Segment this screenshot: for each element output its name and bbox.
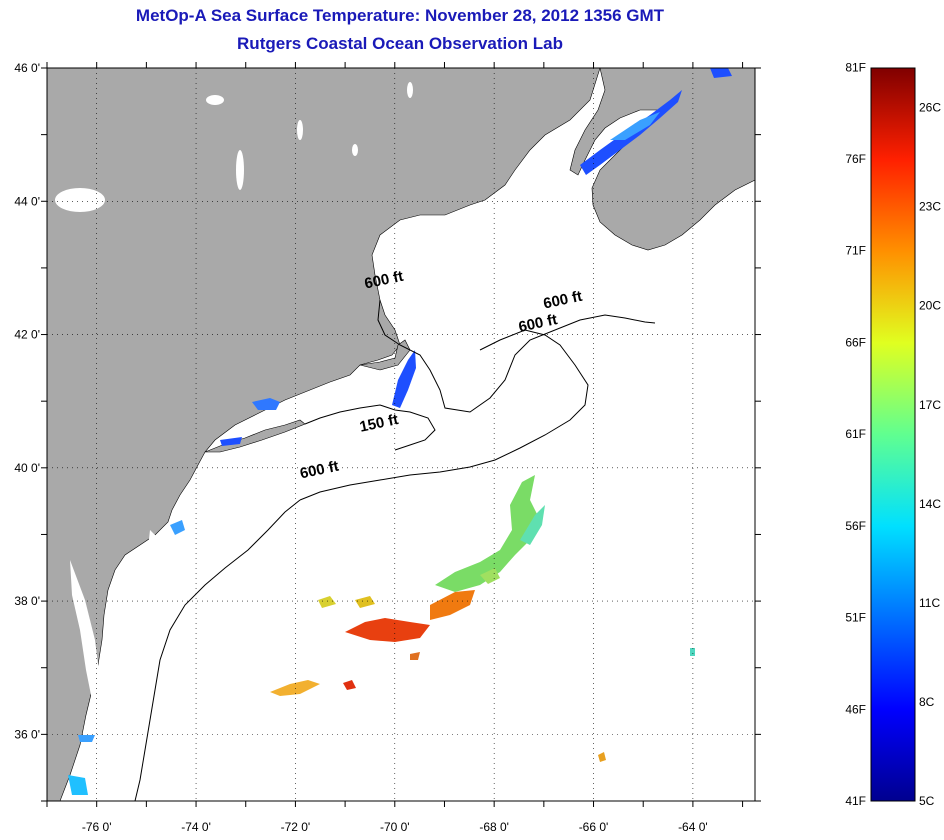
lat-tick-label: 44 0' <box>14 194 40 208</box>
lake <box>352 144 358 156</box>
sst-spot-c <box>410 652 420 660</box>
sst-yellow-west <box>318 596 336 608</box>
sst-gulfstream-cyan <box>520 505 545 545</box>
colorbar-f-label: 71F <box>845 244 866 258</box>
sst-patch-fundy-2 <box>610 112 660 140</box>
lat-tick-label: 36 0' <box>14 727 40 741</box>
lat-tick-label: 42 0' <box>14 328 40 342</box>
lake <box>407 82 413 98</box>
sst-patch-blue-ne <box>710 68 732 78</box>
colorbar-c-label: 26C <box>919 101 941 115</box>
colorbar-c-label: 5C <box>919 794 935 808</box>
sst-patch-blue-li <box>220 437 242 446</box>
map-subtitle: Rutgers Coastal Ocean Observation Lab <box>237 34 563 53</box>
sst-yellow-south <box>270 680 320 696</box>
sst-yellow-mid <box>355 596 375 608</box>
lake <box>236 150 244 190</box>
land-us-mainland <box>47 68 601 801</box>
lon-tick-label: -74 0' <box>181 820 211 834</box>
map-border <box>46 67 756 802</box>
colorbar-fahrenheit-labels: 81F 76F 71F 66F 61F 56F 51F 46F 41F <box>845 60 866 808</box>
colorbar-c-label: 20C <box>919 299 941 313</box>
sst-patch-cyan-nc <box>68 775 88 795</box>
lon-tick-label: -68 0' <box>479 820 509 834</box>
sst-patch-blue-cape <box>392 350 416 408</box>
sst-green-east <box>480 568 500 584</box>
graticule <box>47 68 755 801</box>
colorbar-f-label: 76F <box>845 152 866 166</box>
lake <box>55 188 105 212</box>
lat-tick-label: 38 0' <box>14 594 40 608</box>
lat-tick-label: 46 0' <box>14 61 40 75</box>
longitude-labels: -76 0' -74 0' -72 0' -70 0' -68 0' -66 0' -64 … <box>82 820 708 834</box>
contour-150ft <box>304 404 436 451</box>
lon-tick-label: -76 0' <box>82 820 112 834</box>
colorbar-c-label: 8C <box>919 695 935 709</box>
colorbar-c-label: 11C <box>919 596 940 610</box>
sst-gulfstream-orange <box>430 590 475 620</box>
lake <box>297 120 303 140</box>
axis-ticks <box>41 62 761 807</box>
chesapeake-bay <box>70 560 100 700</box>
colorbar-f-label: 61F <box>845 427 866 441</box>
sst-patch-teal-nj <box>170 520 185 535</box>
sst-spot-a <box>598 752 606 762</box>
colorbar-f-label: 46F <box>845 702 866 716</box>
colorbar-f-label: 41F <box>845 794 866 808</box>
colorbar <box>870 67 916 802</box>
lake <box>206 95 224 105</box>
colorbar-f-label: 56F <box>845 519 866 533</box>
land-nova-scotia <box>569 68 755 251</box>
colorbar-c-label: 23C <box>919 200 941 214</box>
sst-spot-b <box>690 648 695 656</box>
colorbar-f-label: 51F <box>845 611 866 625</box>
lon-tick-label: -66 0' <box>579 820 609 834</box>
sst-gulfstream-green <box>435 475 540 592</box>
sst-patch-blue-ri <box>252 398 280 410</box>
colorbar-c-label: 17C <box>919 398 941 412</box>
land-cape-cod <box>359 339 411 371</box>
colorbar-f-label: 81F <box>845 60 866 74</box>
lon-tick-label: -72 0' <box>281 820 311 834</box>
lat-tick-label: 40 0' <box>14 461 40 475</box>
contour-600ft-banks <box>299 329 589 501</box>
contour-600ft-shelf <box>134 499 301 801</box>
lon-tick-label: -64 0' <box>678 820 708 834</box>
latitude-labels: 46 0' 44 0' 42 0' 40 0' 38 0' 36 0' <box>14 61 40 741</box>
map-title: MetOp-A Sea Surface Temperature: Novembe… <box>135 6 665 25</box>
sst-gulfstream-red <box>345 618 430 642</box>
colorbar-celsius-labels: 26C 23C 20C 17C 14C 11C 8C 5C <box>919 101 941 808</box>
delaware-bay <box>148 530 165 560</box>
sst-red-spot <box>343 680 356 690</box>
lon-tick-label: -70 0' <box>380 820 410 834</box>
contour-600ft-gom <box>377 299 656 413</box>
colorbar-c-label: 14C <box>919 497 941 511</box>
sst-patch-blue-va <box>78 735 95 742</box>
colorbar-f-label: 66F <box>845 335 866 349</box>
